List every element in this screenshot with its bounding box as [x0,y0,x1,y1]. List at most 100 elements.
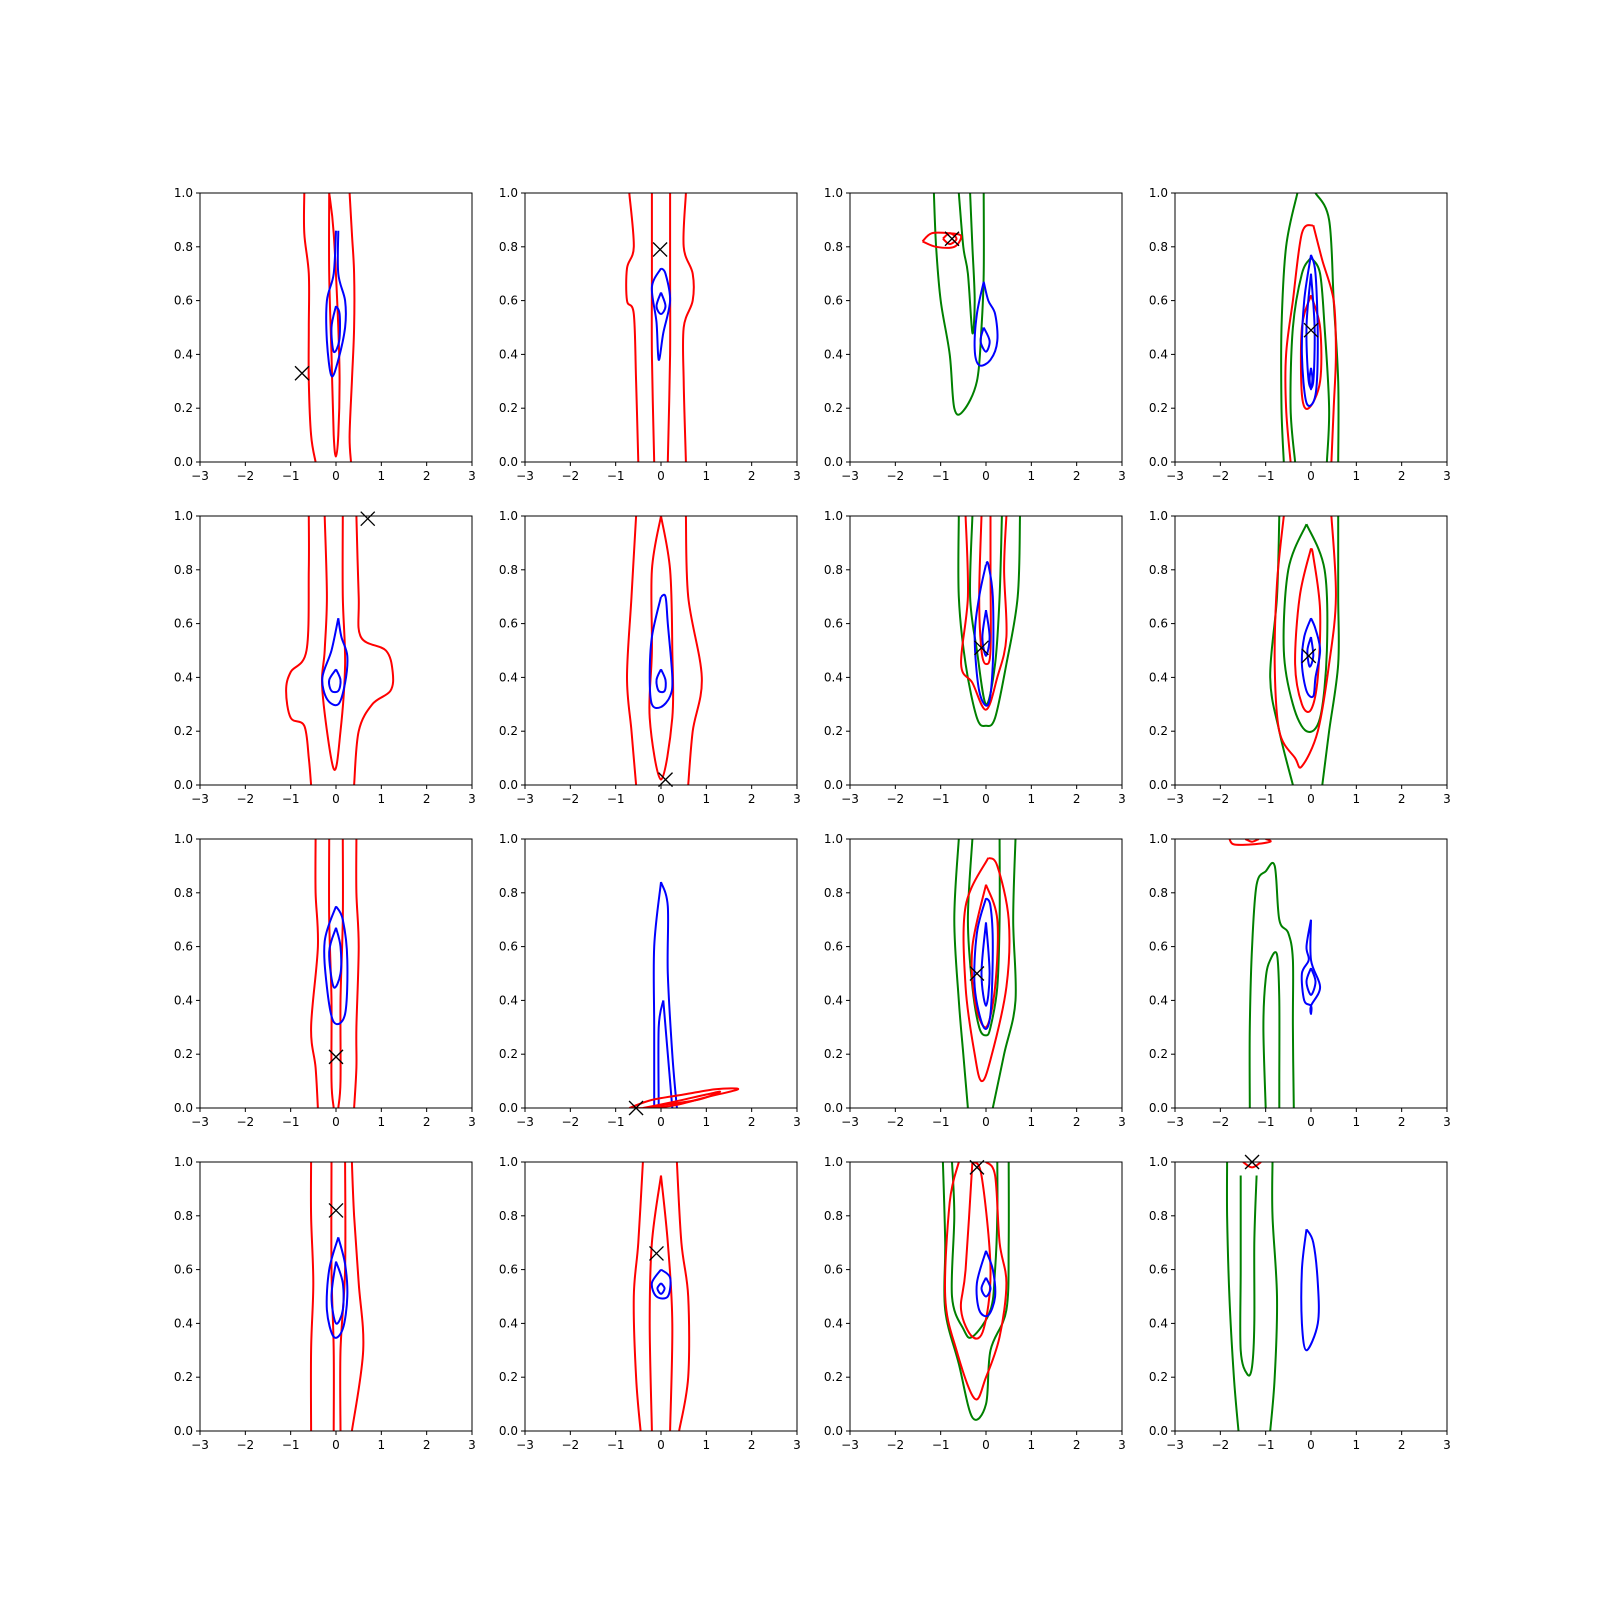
y-tick-label: 0.6 [1149,1263,1168,1277]
red-contour-line [943,1162,1008,1401]
green-contour-line [1310,257,1331,462]
contour-lines [628,881,740,1108]
y-tick-label: 1.0 [174,1155,193,1169]
x-tick-label: −3 [841,792,859,806]
blue-contour-line [973,897,994,1030]
y-tick-label: 0.8 [1149,563,1168,577]
x-tick-label: 2 [1398,792,1406,806]
y-tick-label: 0.2 [824,1370,843,1384]
contour-lines [1280,193,1340,462]
blue-contour-line [652,881,662,1108]
contour-lines [626,516,703,785]
y-tick-label: 0.0 [1149,455,1168,469]
y-tick-label: 0.2 [174,724,193,738]
y-tick-label: 0.0 [499,778,518,792]
x-tick-label: 2 [1398,1438,1406,1452]
y-tick-label: 0.4 [1149,1316,1168,1330]
x-tick-label: 2 [748,1438,756,1452]
contour-lines [953,839,1017,1108]
y-tick-label: 0.4 [1149,993,1168,1007]
x-tick-label: −2 [236,469,254,483]
blue-contour-line [325,230,347,378]
y-tick-label: 0.4 [824,670,843,684]
blue-contour-line [655,668,667,694]
y-tick-label: 0.4 [824,993,843,1007]
x-tick-label: −1 [932,469,950,483]
y-tick-label: 0.4 [174,670,193,684]
green-contour-line [1289,257,1312,462]
red-contour-line [959,1162,992,1340]
contour-lines [921,193,999,416]
x-tick-label: 1 [1353,1115,1361,1129]
y-tick-label: 0.0 [174,1424,193,1438]
subplot-1-4: −3 −2 −1 0 1 2 3 0.0 0.2 0.4 0.6 0.8 1.0 [1149,186,1451,483]
x-tick-label: 1 [1028,792,1036,806]
y-tick-label: 0.8 [824,563,843,577]
y-tick-label: 0.6 [824,294,843,308]
red-contour-line [337,839,344,1108]
green-contour-line [966,839,1001,1037]
x-tick-label: 2 [1073,469,1081,483]
blue-contour-line [657,1000,665,1108]
y-tick-label: 1.0 [824,1155,843,1169]
x-tick-label: −3 [1166,1438,1184,1452]
y-tick-label: 1.0 [174,509,193,523]
red-contour-line [1312,225,1337,462]
y-tick-label: 1.0 [499,832,518,846]
x-tick-label: 3 [1443,469,1451,483]
blue-contour-line [1300,617,1322,699]
blue-contour-line [1300,254,1319,407]
x-tick-label: 0 [332,792,340,806]
x-tick-label: 0 [657,1438,665,1452]
x-tick-label: −2 [561,469,579,483]
y-tick-label: 0.0 [174,778,193,792]
y-tick-label: 0.6 [499,940,518,954]
red-contour-line [285,516,313,785]
y-tick-label: 0.6 [824,1263,843,1277]
y-tick-label: 0.8 [174,563,193,577]
y-tick-label: 0.6 [499,617,518,631]
y-tick-label: 0.2 [1149,1370,1168,1384]
x-tick-label: 1 [1028,1438,1036,1452]
y-tick-label: 0.2 [499,1370,518,1384]
y-tick-label: 0.8 [174,1209,193,1223]
subplot-4-4: −3 −2 −1 0 1 2 3 0.0 0.2 0.4 0.6 0.8 1.0 [1149,1154,1451,1452]
x-tick-label: 2 [1398,1115,1406,1129]
x-tick-label: −2 [561,792,579,806]
y-tick-label: 0.0 [499,455,518,469]
red-contour-line [648,516,675,781]
red-contour-line [1273,516,1337,769]
x-tick-label: −1 [282,1438,300,1452]
x-tick-label: −3 [1166,469,1184,483]
red-contour-line [350,1162,365,1431]
green-contour-line [1282,523,1329,733]
green-contour-line [991,839,1017,1108]
subplot-2-3: −3 −2 −1 0 1 2 3 0.0 0.2 0.4 0.6 0.8 1.0 [824,509,1126,806]
x-tick-label: −3 [1166,1115,1184,1129]
y-tick-label: 0.8 [499,886,518,900]
y-tick-label: 0.0 [174,1101,193,1115]
x-tick-label: −2 [236,792,254,806]
x-tick-label: 2 [748,792,756,806]
x-tick-label: 1 [1353,469,1361,483]
subplot-2-4: −3 −2 −1 0 1 2 3 0.0 0.2 0.4 0.6 0.8 1.0 [1149,509,1451,806]
red-contour-line [960,516,1008,711]
blue-contour-line [655,292,667,315]
blue-contour-line [325,1237,349,1339]
red-contour-line [625,193,640,462]
red-contour-line [353,839,360,1108]
blue-contour-line [650,267,672,361]
y-tick-label: 0.6 [824,617,843,631]
x-tick-label: 0 [657,469,665,483]
blue-contour-line [328,668,342,694]
red-contour-line [962,856,1011,1083]
y-tick-label: 0.4 [1149,670,1168,684]
subplot-4-1: −3 −2 −1 0 1 2 3 0.0 0.2 0.4 0.6 0.8 1.0 [174,1155,476,1452]
y-tick-label: 0.0 [1149,1101,1168,1115]
x-tick-label: 3 [1443,1438,1451,1452]
x-tick-label: 3 [793,1438,801,1452]
y-tick-label: 1.0 [1149,186,1168,200]
subplot-1-3: −3 −2 −1 0 1 2 3 0.0 0.2 0.4 0.6 0.8 1.0 [824,186,1126,483]
y-tick-label: 0.8 [499,240,518,254]
x-tick-label: 0 [1307,792,1315,806]
